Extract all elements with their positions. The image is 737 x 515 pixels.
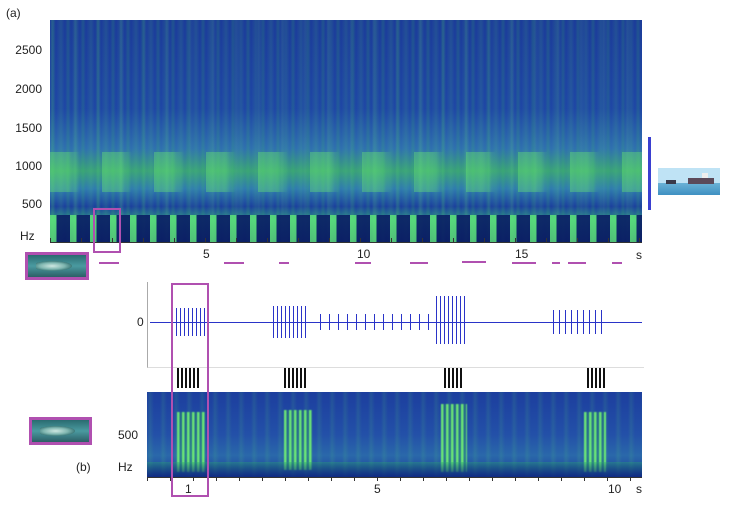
fish-call-marker — [568, 262, 586, 264]
x-axis-a-minor-ticks — [50, 238, 642, 242]
x-axis-a — [50, 242, 642, 243]
xtick-b-unit: s — [636, 482, 642, 496]
ytick-a-unit: Hz — [20, 229, 35, 243]
spectrogram-b-burst — [284, 410, 312, 470]
ytick-a-1500: 1500 — [15, 121, 42, 135]
xtick-a-15: 15 — [515, 247, 529, 261]
waveform-noise — [320, 314, 430, 330]
fish-photo-icon — [29, 417, 92, 445]
waveform-burst — [273, 306, 309, 338]
xtick-b-10: 10 — [608, 482, 622, 496]
ytick-a-2500: 2500 — [15, 43, 42, 57]
pulse-ticks — [0, 368, 737, 388]
ship-noise-bar — [648, 137, 651, 210]
x-axis-b-minor-ticks — [147, 477, 642, 481]
spectrogram-a — [50, 20, 642, 242]
fish-call-marker — [355, 262, 371, 264]
fish-call-marker — [612, 262, 622, 264]
spectrogram-b — [147, 392, 642, 477]
fish-call-marker — [224, 262, 244, 264]
ytick-b-500: 500 — [118, 428, 139, 442]
spectrogram-a-midband — [50, 152, 642, 192]
fish-call-marker — [512, 262, 536, 264]
spectrogram-a-lowband — [50, 215, 642, 242]
ytick-a-500: 500 — [21, 197, 42, 211]
ytick-b-unit: Hz — [118, 460, 133, 474]
pulse-tick-group — [444, 368, 462, 388]
ytick-a-1000: 1000 — [15, 159, 42, 173]
fish-photo-icon — [25, 252, 89, 280]
spectrogram-b-burst — [584, 412, 606, 472]
waveform-burst — [553, 310, 603, 334]
spectrogram-b-bottom-band — [147, 462, 642, 477]
fish-shape — [39, 425, 76, 436]
fish-call-marker — [279, 262, 289, 264]
xtick-a-unit: s — [636, 248, 642, 262]
panel-b-label: (b) — [76, 460, 91, 474]
fish-call-marker — [99, 262, 119, 264]
waveform-zero-label: 0 — [137, 315, 144, 329]
highlight-box-b — [171, 283, 209, 497]
waveform-panel — [147, 282, 644, 368]
fish-call-marker — [552, 262, 560, 264]
xtick-a-10: 10 — [357, 247, 371, 261]
pulse-tick-group — [284, 368, 306, 388]
ytick-a-2000: 2000 — [15, 82, 42, 96]
ship-hull — [688, 178, 714, 184]
xtick-b-5: 5 — [374, 482, 381, 496]
fish-call-marker — [462, 261, 486, 263]
pulse-tick-group — [587, 368, 605, 388]
ship-hull-small — [666, 180, 676, 184]
fish-shape — [36, 260, 73, 271]
panel-a-label: (a) — [6, 6, 21, 20]
ship-cabin — [702, 173, 708, 178]
xtick-b-1: 1 — [185, 482, 192, 496]
highlight-box-a — [93, 208, 121, 253]
pulse-tick-group — [177, 368, 199, 388]
fish-call-marker — [410, 262, 428, 264]
xtick-a-5: 5 — [203, 247, 210, 261]
ship-photo-icon — [658, 168, 720, 195]
waveform-burst — [436, 296, 466, 344]
spectrogram-b-burst — [441, 404, 467, 472]
waveform-burst — [172, 308, 206, 336]
